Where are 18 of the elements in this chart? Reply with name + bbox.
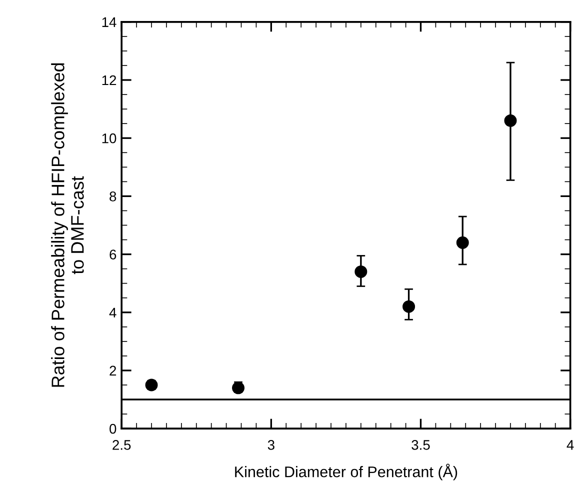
point <box>354 265 368 278</box>
y-tick-label: 2 <box>110 366 116 376</box>
y-tick-label: 14 <box>102 17 116 27</box>
point <box>402 300 416 313</box>
point <box>504 114 517 127</box>
x-axis-title: Kinetic Diameter of Penetrant (Å) <box>235 464 458 480</box>
y-tick-label: 10 <box>102 133 116 144</box>
y-tick-label: 4 <box>109 308 116 318</box>
x-tick-label: 3.5 <box>412 440 430 450</box>
y-tick-label: 12 <box>102 75 116 86</box>
x-tick-label: 3 <box>268 440 274 450</box>
y-axis-title: Ratio of Permeability of HFIP-complexed to DMF-cast <box>51 63 84 387</box>
y-tick-label: 6 <box>110 250 116 260</box>
x-tick-label: 2.5 <box>112 440 131 450</box>
y-tick-label: 0 <box>110 424 116 434</box>
y-tick-label: 8 <box>110 192 116 202</box>
point <box>456 236 469 249</box>
x-tick-label: 4 <box>566 440 574 450</box>
